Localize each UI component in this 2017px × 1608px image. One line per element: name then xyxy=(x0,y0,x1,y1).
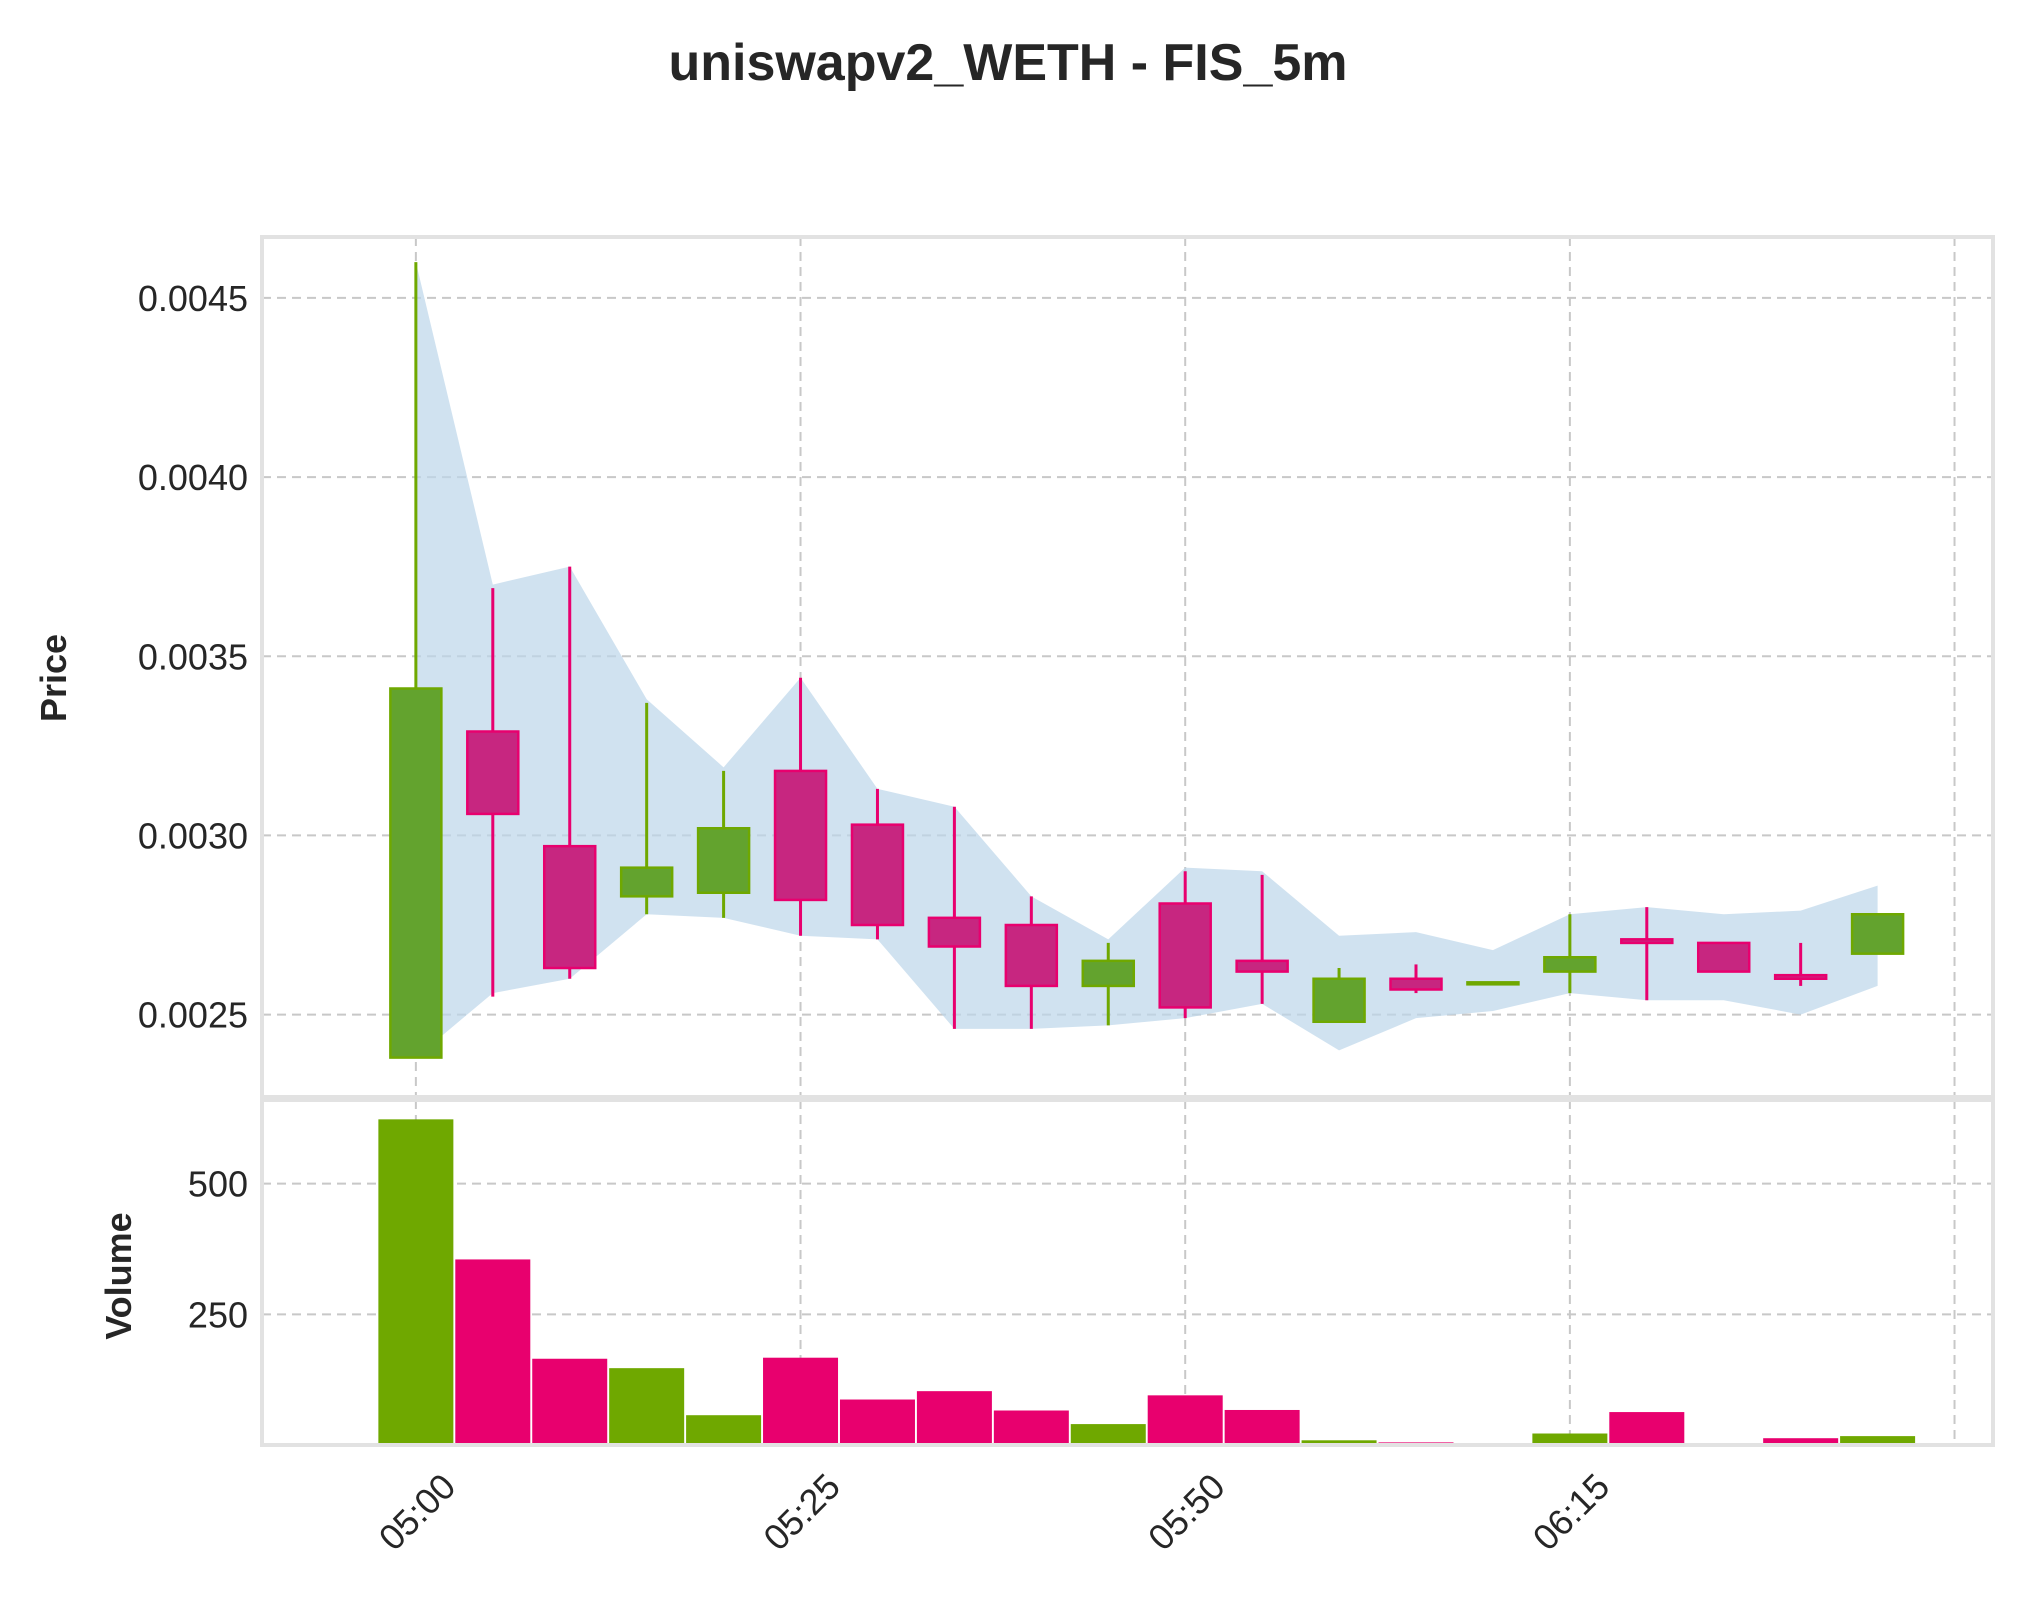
price-tick-label: 0.0040 xyxy=(138,457,248,498)
candle-body xyxy=(542,844,597,970)
volume-axis-label: Volume xyxy=(98,1212,139,1339)
panel-frames xyxy=(260,235,1995,1447)
volume-bar xyxy=(1609,1412,1685,1445)
volume-bar xyxy=(763,1357,839,1445)
volume-bar xyxy=(916,1391,992,1445)
price-axis-label: Price xyxy=(33,634,74,722)
candle-body xyxy=(1620,938,1674,945)
candle-body xyxy=(619,866,674,898)
candle-body xyxy=(1158,902,1212,1009)
volume-tick-label: 250 xyxy=(188,1294,248,1335)
y-tick-labels: 0.0025 0.0030 0.0035 0.0040 0.0045 250 500 xyxy=(138,278,248,1335)
volume-bar xyxy=(609,1368,685,1445)
candle-body xyxy=(850,823,905,927)
candle-body xyxy=(1081,959,1136,988)
candle-body xyxy=(1004,923,1059,988)
price-tick-label: 0.0025 xyxy=(138,995,248,1036)
candle-body xyxy=(1543,956,1597,973)
price-tick-label: 0.0035 xyxy=(138,636,248,677)
candle-body xyxy=(1389,977,1443,991)
volume-bar xyxy=(993,1410,1069,1445)
price-tick-label: 0.0045 xyxy=(138,278,248,319)
candle-body xyxy=(1773,973,1828,981)
candle-body xyxy=(1312,977,1366,1023)
x-tick-label: 05:50 xyxy=(1140,1465,1233,1558)
price-tick-label: 0.0030 xyxy=(138,815,248,856)
chart-title: uniswapv2_WETH - FIS_5m xyxy=(668,34,1347,92)
volume-bar xyxy=(378,1119,454,1445)
price-panel-frame xyxy=(260,235,1995,1099)
volume-bar xyxy=(686,1415,762,1445)
candle-body xyxy=(927,916,982,948)
volume-bar xyxy=(1532,1433,1608,1445)
candle-body xyxy=(389,687,443,1059)
volume-panel-frame xyxy=(260,1098,1995,1447)
volume-bar xyxy=(1301,1440,1377,1445)
volume-bar xyxy=(839,1399,915,1445)
volume-bar xyxy=(1840,1436,1916,1445)
volume-bar xyxy=(455,1259,531,1445)
volume-bar xyxy=(1224,1409,1300,1445)
candle-body xyxy=(1466,981,1520,986)
x-tick-label: 06:15 xyxy=(1525,1465,1618,1558)
volume-bars xyxy=(378,1119,1916,1445)
candle-body xyxy=(773,769,828,902)
x-tick-label: 05:00 xyxy=(371,1465,464,1558)
volume-tick-label: 500 xyxy=(188,1164,248,1205)
candle-body xyxy=(1235,959,1289,973)
volume-bar xyxy=(1147,1395,1223,1445)
candle-body xyxy=(466,730,520,816)
candle-body xyxy=(1696,941,1751,973)
candle-body xyxy=(1850,913,1905,955)
x-tick-labels: 05:00 05:25 05:50 06:15 xyxy=(371,1465,1618,1558)
volume-bar xyxy=(1070,1424,1146,1445)
volume-bar xyxy=(532,1358,608,1445)
volume-bar xyxy=(1763,1438,1839,1445)
candles xyxy=(389,262,1905,1059)
x-tick-label: 05:25 xyxy=(755,1465,848,1558)
candle-body xyxy=(696,827,751,894)
